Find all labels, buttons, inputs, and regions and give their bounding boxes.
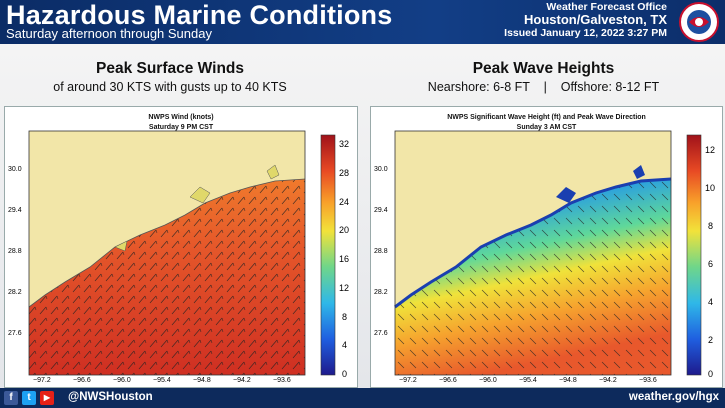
nearshore-waves: Nearshore: 6-8 FT xyxy=(427,80,530,94)
wind-lon-tick: −96.6 xyxy=(73,377,91,384)
wind-bar-tick: 4 xyxy=(342,340,348,350)
wind-bar-tick: 32 xyxy=(339,139,350,149)
wind-lon-tick: −94.2 xyxy=(233,377,251,384)
facebook-icon[interactable]: f xyxy=(4,391,18,405)
page-title: Hazardous Marine Conditions xyxy=(6,0,393,30)
social-handle[interactable]: @NWSHouston xyxy=(68,391,153,403)
wind-map-time: Saturday 9 PM CST xyxy=(148,124,214,131)
wave-lon-tick: −95.4 xyxy=(519,377,537,384)
wave-map-graphic xyxy=(394,130,702,376)
wave-lat-tick: 28.2 xyxy=(374,289,388,296)
wind-lon-tick: −95.4 xyxy=(153,377,171,384)
wave-map-time: Sunday 3 AM CST xyxy=(516,124,577,131)
wind-bar-tick: 28 xyxy=(339,168,350,178)
wave-bar-tick: 10 xyxy=(705,183,716,193)
wind-map: NWPS Wind (knots) Saturday 9 PM CST xyxy=(4,106,358,388)
wave-bar-tick: 0 xyxy=(708,369,714,379)
wave-lon-tick: −94.2 xyxy=(599,377,617,384)
wind-lon-tick: −93.6 xyxy=(273,377,291,384)
wave-lon-tick: −96.0 xyxy=(479,377,497,384)
detail-separator: | xyxy=(543,80,547,94)
wind-bar-tick: 16 xyxy=(339,254,350,264)
wind-lon-tick: −97.2 xyxy=(33,377,51,384)
header-bar xyxy=(0,0,725,44)
wave-bar-tick: 4 xyxy=(708,297,714,307)
wind-bar-tick: 8 xyxy=(342,312,348,322)
issued-timestamp: Issued January 12, 2022 3:27 PM xyxy=(504,27,667,39)
wave-map: NWPS Significant Wave Height (ft) and Pe… xyxy=(370,106,723,388)
wave-bar-tick: 8 xyxy=(708,221,714,231)
youtube-icon[interactable]: ▶ xyxy=(40,391,54,405)
right-panel-heading: Peak Wave Heights xyxy=(472,60,615,77)
twitter-icon[interactable]: t xyxy=(22,391,36,405)
wave-bar-tick: 12 xyxy=(705,145,716,155)
wave-colorbar xyxy=(686,134,702,376)
wind-lat-tick: 29.4 xyxy=(8,207,22,214)
wind-colorbar xyxy=(320,134,336,376)
wind-lon-tick: −94.8 xyxy=(193,377,211,384)
offshore-waves: Offshore: 8-12 FT xyxy=(560,80,660,94)
wind-map-title: NWPS Wind (knots) xyxy=(148,114,214,121)
wind-lat-tick: 28.2 xyxy=(8,289,22,296)
wind-lat-tick: 30.0 xyxy=(8,166,22,173)
wave-lon-tick: −94.8 xyxy=(559,377,577,384)
wind-bar-tick: 0 xyxy=(342,369,348,379)
page-subtitle: Saturday afternoon through Sunday xyxy=(6,26,212,41)
wave-bar-tick: 2 xyxy=(708,335,714,345)
wave-lon-tick: −93.6 xyxy=(639,377,657,384)
wave-bar-tick: 6 xyxy=(708,259,714,269)
wind-lat-tick: 27.6 xyxy=(8,330,22,337)
wind-lon-tick: −96.0 xyxy=(113,377,131,384)
office-label: Weather Forecast Office xyxy=(546,1,667,13)
left-panel-heading: Peak Surface Winds xyxy=(95,60,245,77)
wave-lon-tick: −97.2 xyxy=(399,377,417,384)
footer-bar xyxy=(0,388,725,408)
wave-lon-tick: −96.6 xyxy=(439,377,457,384)
wind-bar-tick: 24 xyxy=(339,197,350,207)
wind-map-graphic xyxy=(28,130,336,376)
wind-bar-tick: 20 xyxy=(339,225,350,235)
nws-logo xyxy=(679,2,719,42)
wave-map-title: NWPS Significant Wave Height (ft) and Pe… xyxy=(447,114,646,121)
wave-lat-tick: 29.4 xyxy=(374,207,388,214)
wind-bar-tick: 12 xyxy=(339,283,350,293)
office-city: Houston/Galveston, TX xyxy=(523,12,667,27)
right-panel-detail: Nearshore: 6-8 FT | Offshore: 8-12 FT xyxy=(362,80,725,94)
wind-lat-tick: 28.8 xyxy=(8,248,22,255)
left-panel-detail: of around 30 KTS with gusts up to 40 KTS xyxy=(53,80,287,94)
wave-lat-tick: 27.6 xyxy=(374,330,388,337)
wave-lat-tick: 28.8 xyxy=(374,248,388,255)
wave-lat-tick: 30.0 xyxy=(374,166,388,173)
website-link[interactable]: weather.gov/hgx xyxy=(628,391,719,403)
